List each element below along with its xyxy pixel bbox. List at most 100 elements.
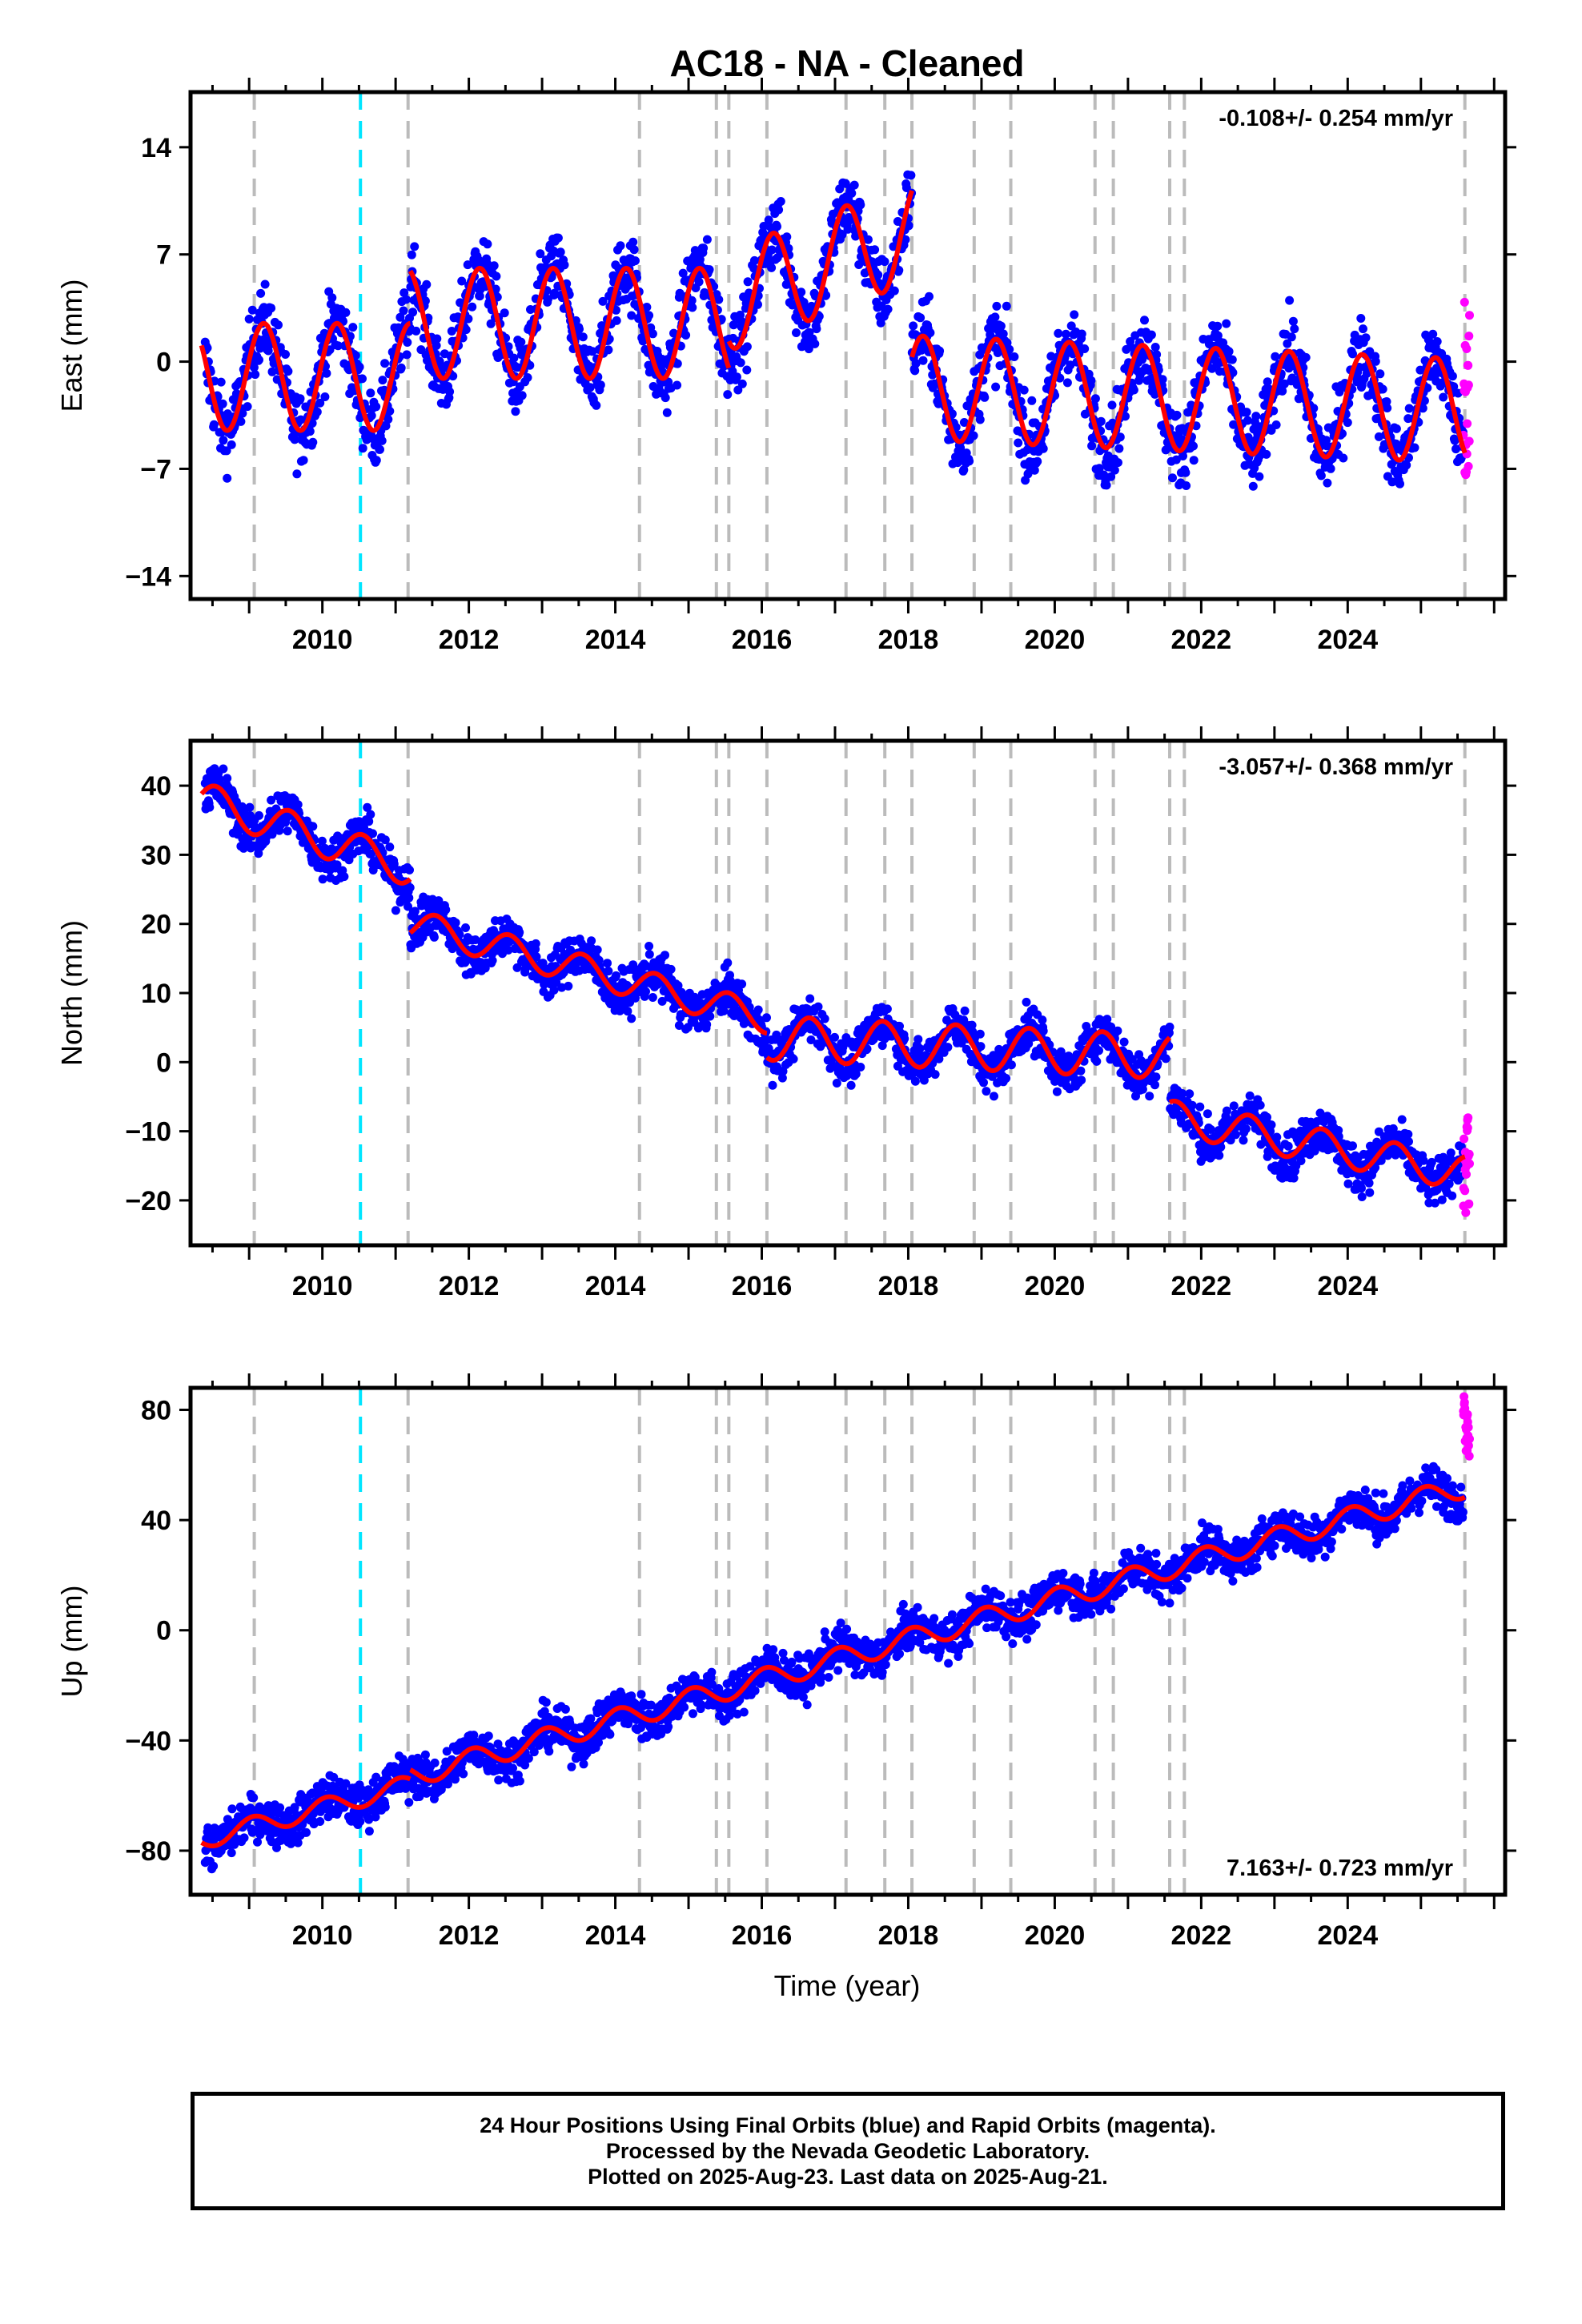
final-orbit-point — [327, 293, 337, 303]
final-orbit-point — [259, 335, 268, 344]
final-orbit-point — [1447, 372, 1457, 381]
final-orbit-point — [661, 951, 669, 960]
final-orbit-point — [675, 288, 685, 298]
final-orbit-point — [1283, 1141, 1293, 1151]
final-orbit-point — [1251, 412, 1261, 421]
final-orbit-point — [1046, 352, 1056, 361]
final-orbit-point — [702, 1019, 712, 1029]
final-orbit-point — [432, 341, 441, 350]
final-orbit-point — [318, 875, 327, 884]
final-orbit-point — [218, 399, 227, 408]
final-orbit-point — [1447, 1191, 1457, 1200]
final-orbit-point — [1182, 481, 1191, 490]
final-orbit-point — [1121, 412, 1130, 421]
final-orbit-point — [894, 266, 904, 275]
final-orbit-point — [516, 337, 526, 347]
final-orbit-point — [445, 387, 455, 396]
final-orbit-point — [1203, 1109, 1212, 1119]
final-orbit-point — [705, 265, 714, 275]
final-orbit-point — [536, 249, 545, 259]
final-orbit-point — [843, 224, 853, 234]
final-orbit-point — [451, 918, 460, 927]
y-tick-label: 10 — [141, 979, 171, 1009]
final-orbit-point — [705, 1011, 715, 1021]
final-orbit-point — [1242, 408, 1251, 417]
final-orbit-point — [209, 420, 219, 429]
final-orbit-point — [1181, 468, 1191, 477]
final-orbit-point — [1391, 424, 1401, 433]
final-orbit-point — [1356, 314, 1366, 323]
final-orbit-point — [699, 243, 709, 253]
final-orbit-point — [767, 245, 777, 255]
final-orbit-point — [474, 255, 484, 265]
final-orbit-point — [644, 942, 654, 951]
rapid-orbit-point — [1462, 1169, 1471, 1179]
final-orbit-point — [1262, 449, 1271, 459]
final-orbit-point — [1027, 396, 1037, 405]
final-orbit-point — [1446, 1148, 1456, 1158]
final-orbit-point — [468, 302, 477, 312]
final-orbit-point — [380, 359, 390, 368]
final-orbit-point — [463, 260, 472, 270]
final-orbit-point — [1222, 1106, 1231, 1116]
final-orbit-point — [1267, 1120, 1276, 1130]
final-orbit-point — [281, 350, 290, 359]
final-orbit-point — [475, 292, 484, 301]
rapid-orbit-point — [1464, 332, 1474, 341]
y-tick-label: 0 — [156, 1047, 171, 1078]
final-orbit-point — [1086, 376, 1096, 385]
final-orbit-point — [553, 233, 563, 243]
final-orbit-point — [1365, 1188, 1375, 1197]
final-orbit-point — [412, 326, 421, 336]
final-orbit-point — [1033, 456, 1042, 466]
x-tick-label: 2016 — [732, 1271, 793, 1301]
final-orbit-point — [644, 950, 654, 959]
final-orbit-point — [753, 1005, 763, 1015]
final-orbit-point — [1146, 330, 1156, 340]
x-tick-label: 2022 — [1171, 1271, 1232, 1301]
final-orbit-point — [1150, 1080, 1159, 1090]
final-orbit-point — [799, 298, 809, 307]
final-orbit-point — [308, 437, 318, 447]
final-orbit-point — [959, 418, 969, 427]
final-orbit-point — [227, 1848, 236, 1858]
final-orbit-point — [549, 985, 559, 995]
final-orbit-point — [856, 200, 865, 210]
final-orbit-point — [249, 1793, 259, 1803]
final-orbit-point — [1077, 1076, 1086, 1085]
final-orbit-point — [687, 261, 696, 270]
final-orbit-point — [629, 245, 639, 255]
final-orbit-point — [585, 383, 595, 392]
final-orbit-point — [925, 292, 934, 301]
final-orbit-point — [1383, 404, 1392, 412]
final-orbit-point — [367, 411, 376, 420]
final-orbit-point — [1215, 1151, 1224, 1160]
final-orbit-point — [910, 1076, 920, 1086]
y-tick-label: 20 — [141, 910, 171, 940]
final-orbit-point — [407, 250, 416, 259]
x-tick-label: 2018 — [878, 625, 939, 655]
final-orbit-point — [523, 373, 532, 382]
final-orbit-point — [1054, 328, 1063, 338]
final-orbit-point — [1014, 438, 1023, 448]
x-tick-label: 2020 — [1025, 1271, 1086, 1301]
final-orbit-point — [889, 286, 899, 296]
final-orbit-point — [1301, 352, 1311, 362]
final-orbit-point — [1224, 347, 1234, 356]
plot-frame — [188, 90, 1508, 601]
final-orbit-point — [315, 398, 325, 408]
final-orbit-point — [256, 288, 266, 298]
final-orbit-point — [283, 826, 292, 836]
final-orbit-point — [814, 312, 824, 321]
final-orbit-point — [1070, 310, 1079, 320]
final-orbit-point — [1055, 373, 1065, 383]
final-orbit-point — [598, 296, 608, 306]
final-orbit-point — [789, 1054, 798, 1063]
final-orbit-point — [587, 936, 596, 946]
final-orbit-point — [1113, 1026, 1122, 1035]
final-orbit-point — [1096, 416, 1106, 426]
final-orbit-point — [832, 1079, 841, 1088]
final-orbit-point — [638, 336, 648, 346]
final-orbit-point — [1410, 443, 1419, 452]
plot-frame — [188, 738, 1508, 1248]
